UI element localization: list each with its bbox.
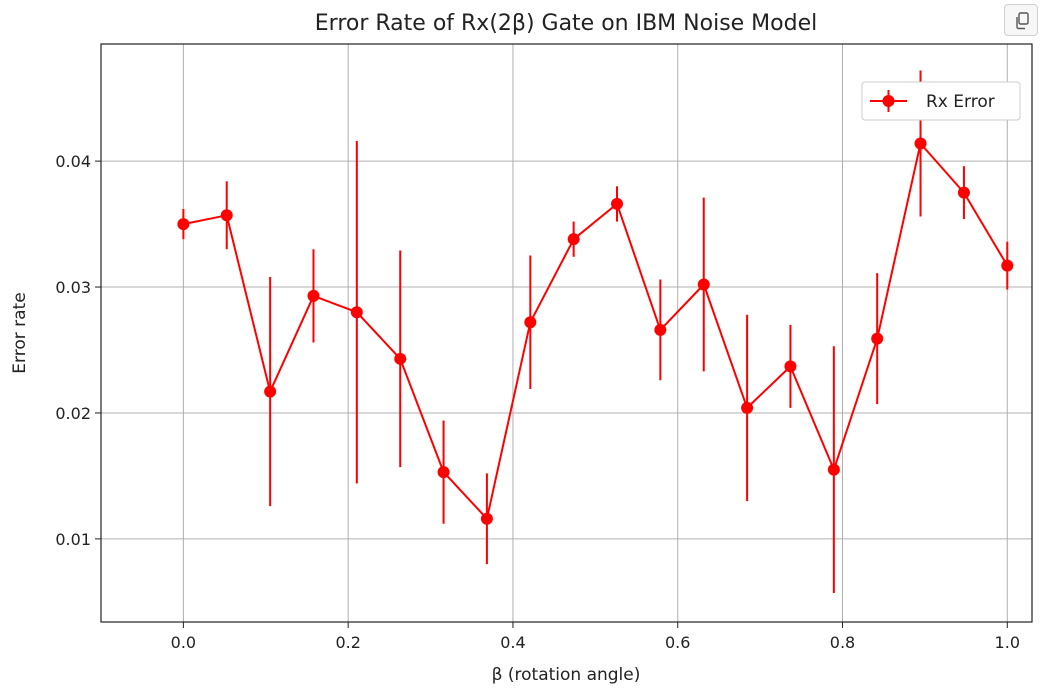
legend-label: Rx Error: [926, 92, 995, 112]
x-tick-label: 1.0: [995, 633, 1020, 652]
data-point: [1001, 259, 1014, 272]
y-tick-label: 0.02: [55, 404, 91, 423]
data-point: [350, 306, 363, 319]
grid: [101, 44, 1032, 622]
data-point: [871, 332, 884, 345]
x-tick-label: 0.6: [665, 633, 690, 652]
data-point: [437, 466, 450, 479]
y-axis: 0.01 0.02 0.03 0.04: [55, 152, 101, 549]
data-point: [307, 289, 320, 302]
copy-icon: [1016, 12, 1029, 30]
legend: Rx Error: [861, 81, 1021, 121]
data-point: [697, 278, 710, 291]
y-tick-label: 0.01: [55, 530, 91, 549]
y-tick-label: 0.03: [55, 278, 91, 297]
data-point: [741, 401, 754, 414]
data-point: [264, 385, 277, 398]
data-point: [220, 209, 233, 222]
y-axis-label: Error rate: [10, 292, 30, 373]
data-point: [827, 463, 840, 476]
series-line: [183, 142, 1009, 520]
legend-marker: [882, 95, 895, 107]
data-point: [784, 360, 797, 373]
plot-frame: [100, 43, 1033, 623]
x-axis: 0.0 0.2 0.4 0.6 0.8 1.0: [171, 622, 1020, 652]
x-tick-label: 0.4: [500, 633, 525, 652]
data-point: [480, 512, 493, 525]
data-point: [177, 218, 190, 231]
copy-button[interactable]: [1004, 4, 1038, 36]
x-axis-label: β (rotation angle): [492, 665, 641, 685]
x-tick-label: 0.8: [830, 633, 855, 652]
x-tick-label: 0.2: [335, 633, 360, 652]
data-point: [914, 137, 927, 150]
data-point: [567, 233, 580, 246]
series-rx-error: [177, 70, 1014, 594]
data-point: [524, 316, 537, 329]
data-point: [654, 323, 667, 336]
data-point: [394, 352, 407, 365]
data-point: [611, 197, 624, 210]
y-tick-label: 0.04: [55, 152, 91, 171]
chart-title: Error Rate of Rx(2β) Gate on IBM Noise M…: [315, 11, 817, 36]
x-tick-label: 0.0: [171, 633, 196, 652]
data-point: [957, 186, 970, 199]
legend-box: [861, 81, 1021, 121]
